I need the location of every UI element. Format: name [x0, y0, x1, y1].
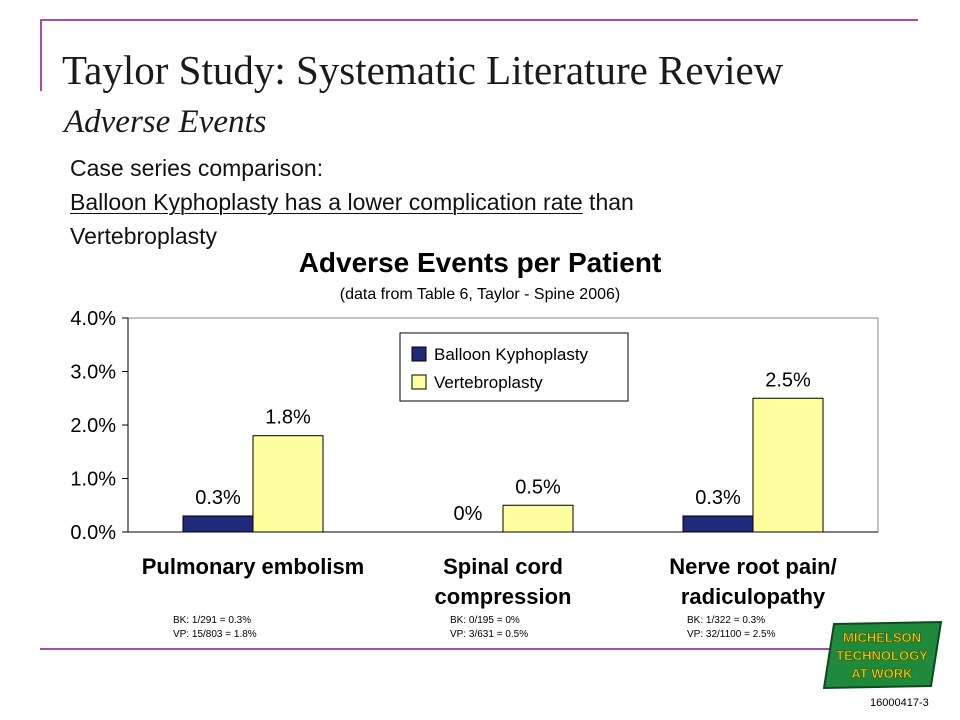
category-label: Spinal cord	[443, 554, 563, 579]
footnote-line: BK: 0/195 = 0%	[450, 615, 520, 626]
slide-title: Taylor Study: Systematic Literature Revi…	[62, 47, 784, 93]
y-tick-label: 2.0%	[70, 415, 116, 437]
y-tick-label: 3.0%	[70, 362, 116, 384]
y-tick-label: 1.0%	[70, 469, 116, 491]
intro-text: Case series comparison: Balloon Kyphopla…	[70, 151, 634, 253]
slide-id: 16000417-3	[870, 697, 929, 709]
footnote-line: BK: 1/322 = 0.3%	[687, 615, 766, 626]
y-tick-label: 4.0%	[70, 308, 116, 330]
intro-line-1: Case series comparison:	[70, 155, 324, 181]
legend-box	[399, 332, 629, 402]
logo-text: AT WORK	[851, 666, 913, 681]
data-label: 0.3%	[195, 487, 241, 509]
footnote-line: BK: 1/291 = 0.3%	[173, 615, 252, 626]
data-label: 2.5%	[765, 369, 811, 391]
bar-balloon-kyphoplasty	[182, 515, 254, 533]
y-tick-label: 0.0%	[70, 522, 116, 544]
bar-vertebroplasty	[502, 504, 574, 533]
legend-label: Vertebroplasty	[434, 373, 543, 392]
top-divider	[40, 19, 918, 21]
intro-rest: than	[582, 189, 634, 215]
intro-line-2: Balloon Kyphoplasty has a lower complica…	[70, 185, 634, 219]
intro-line-3: Vertebroplasty	[70, 223, 218, 249]
bottom-divider	[40, 648, 918, 650]
legend-swatch	[411, 374, 427, 390]
logo-text: MICHELSON	[843, 630, 921, 645]
bar-chart: 0.0% 1.0% 2.0% 3.0% 4.0% 0.3% 1.8% Pulmonary em…	[70, 308, 879, 609]
side-divider	[40, 19, 42, 91]
data-label: 0.5%	[515, 476, 561, 498]
logo-shape	[822, 620, 943, 690]
slide-subtitle: Adverse Events	[64, 104, 267, 140]
category-label: Pulmonary embolism	[142, 554, 365, 579]
footnote-line: VP: 32/1100 = 2.5%	[687, 629, 776, 640]
category-label: Nerve root pain/	[669, 554, 836, 579]
intro-underlined: Balloon Kyphoplasty has a lower complica…	[70, 189, 583, 215]
data-label: 1.8%	[265, 407, 311, 429]
bar-vertebroplasty	[252, 435, 324, 533]
footnote-line: VP: 15/803 = 1.8%	[173, 629, 257, 640]
legend-label: Balloon Kyphoplasty	[434, 345, 589, 364]
bar-balloon-kyphoplasty	[682, 515, 754, 533]
data-label: 0%	[454, 503, 483, 525]
chart-subtitle: (data from Table 6, Taylor - Spine 2006)	[339, 286, 621, 303]
bar-vertebroplasty	[752, 397, 824, 533]
category-label: compression	[435, 584, 572, 609]
footnote-line: VP: 3/631 = 0.5%	[450, 629, 529, 640]
logo-text: TECHNOLOGY	[836, 648, 928, 663]
chart-title: Adverse Events per Patient	[298, 247, 662, 278]
data-label: 0.3%	[695, 487, 741, 509]
michelson-logo: MICHELSON TECHNOLOGY AT WORK	[822, 620, 943, 690]
legend-swatch	[411, 346, 427, 362]
category-label: radiculopathy	[681, 584, 826, 609]
